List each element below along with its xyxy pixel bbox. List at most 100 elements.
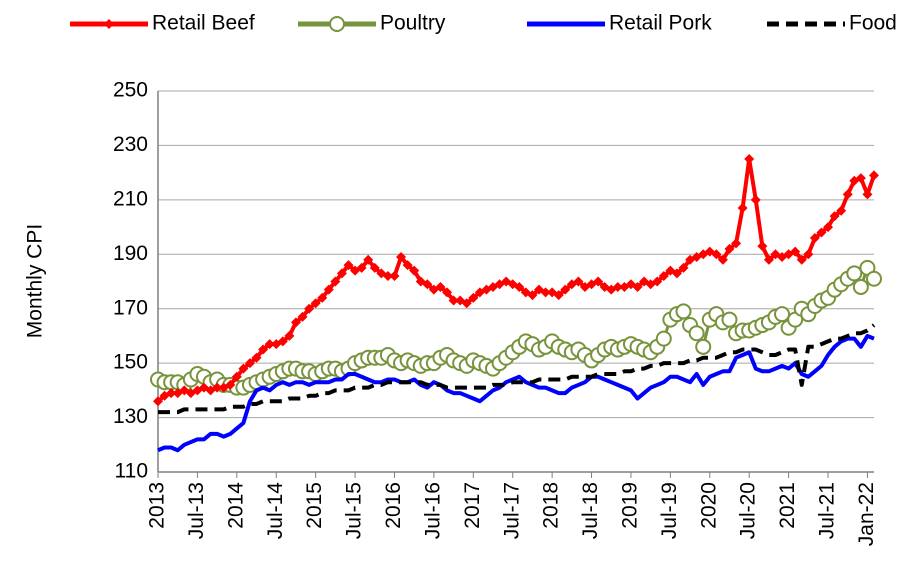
y-tick-label: 190: [113, 242, 148, 265]
diamond-marker: [244, 358, 255, 369]
legend-label: Poultry: [380, 12, 446, 35]
series-line: [158, 323, 876, 415]
diamond-marker: [330, 276, 341, 287]
diamond-marker: [402, 260, 413, 271]
diamond-marker: [711, 249, 722, 260]
legend-label: Retail Pork: [609, 12, 712, 35]
y-tick-label: 130: [113, 405, 148, 428]
diamond-marker: [448, 295, 459, 306]
diamond-marker: [724, 243, 735, 254]
circle-marker: [774, 306, 791, 323]
diamond-marker: [829, 211, 840, 222]
diamond-marker: [317, 292, 328, 303]
diamond-marker: [717, 254, 728, 265]
circle-marker: [852, 278, 869, 295]
diamond-marker: [166, 388, 177, 399]
x-tick-label: 2021: [776, 482, 799, 529]
diamond-marker: [277, 336, 288, 347]
diamond-marker: [632, 281, 643, 292]
diamond-marker: [409, 265, 420, 276]
diamond-marker: [290, 317, 301, 328]
diamond-marker: [238, 363, 249, 374]
diamond-marker: [527, 290, 538, 301]
diamond-marker: [212, 382, 223, 393]
legend-item: Retail Pork: [527, 12, 712, 35]
y-tick-label: 210: [113, 187, 148, 210]
diamond-marker: [678, 262, 689, 273]
diamond-marker: [153, 396, 163, 407]
legend-item: Retail Beef: [70, 12, 255, 35]
diamond-marker: [816, 227, 827, 238]
diamond-marker: [652, 276, 663, 287]
diamond-marker: [862, 189, 873, 200]
x-tick-label: Jul-13: [185, 482, 208, 539]
diamond-marker: [310, 298, 321, 309]
diamond-marker: [514, 281, 525, 292]
circle-marker: [721, 311, 738, 328]
y-tick-label: 110: [115, 460, 148, 483]
x-tick-label: 2015: [303, 482, 326, 529]
diamond-marker: [461, 298, 472, 309]
circle-marker: [655, 330, 672, 347]
diamond-marker: [104, 19, 114, 29]
x-tick-label: Jul-14: [264, 482, 287, 540]
diamond-marker: [468, 292, 479, 303]
legend-label: Retail Beef: [152, 12, 255, 35]
x-tick-label: 2016: [382, 482, 405, 529]
diamond-marker: [323, 284, 334, 295]
diamond-marker: [750, 194, 761, 205]
diamond-marker: [836, 205, 847, 216]
diamond-marker: [790, 246, 801, 257]
diamond-marker: [593, 276, 604, 287]
diamond-marker: [704, 246, 715, 257]
x-tick-label: 2017: [461, 482, 484, 529]
diamond-marker: [382, 271, 393, 282]
diamond-marker: [658, 271, 669, 282]
diamond-marker: [258, 344, 269, 355]
diamond-marker: [671, 268, 682, 279]
y-tick-label: 230: [113, 133, 148, 156]
x-tick-label: 2014: [224, 482, 247, 529]
x-tick-label: Jul-17: [500, 482, 523, 539]
diamond-marker: [763, 254, 774, 265]
diamond-marker: [231, 371, 242, 382]
diamond-marker: [737, 203, 748, 214]
legend-item: Poultry: [298, 12, 446, 35]
x-tick-label: 2019: [619, 482, 642, 529]
diamond-marker: [422, 279, 433, 290]
legend-label: Food: [849, 12, 897, 35]
y-axis-label: Monthly CPI: [24, 224, 47, 338]
circle-marker: [329, 16, 345, 32]
circle-marker: [866, 270, 882, 287]
diamond-marker: [803, 249, 814, 260]
circle-marker: [688, 325, 705, 342]
diamond-marker: [264, 339, 275, 350]
diamond-marker: [731, 238, 742, 249]
diamond-marker: [369, 262, 380, 273]
x-tick-label: Jul-15: [343, 482, 366, 539]
diamond-marker: [389, 271, 400, 282]
x-tick-label: Jul-16: [421, 482, 444, 539]
x-tick-label: Jul-21: [816, 482, 839, 539]
diamond-marker: [225, 379, 236, 390]
x-tick-label: Jul-18: [579, 482, 602, 539]
y-tick-label: 150: [113, 351, 148, 374]
diamond-marker: [560, 284, 571, 295]
x-tick-label: 2018: [540, 482, 563, 529]
x-tick-label: Jul-20: [737, 482, 760, 539]
diamond-marker: [251, 352, 262, 363]
diamond-marker: [435, 281, 446, 292]
x-tick-label: 2013: [146, 482, 169, 529]
y-tick-label: 250: [113, 79, 148, 102]
diamond-marker: [809, 232, 820, 243]
diamond-marker: [842, 189, 853, 200]
circle-marker: [846, 265, 863, 282]
diamond-marker: [297, 311, 308, 322]
diamond-marker: [869, 170, 879, 181]
x-tick-label: Jul-19: [658, 482, 681, 539]
diamond-marker: [744, 154, 755, 165]
diamond-marker: [343, 260, 354, 271]
legend-item: Food: [767, 12, 897, 35]
